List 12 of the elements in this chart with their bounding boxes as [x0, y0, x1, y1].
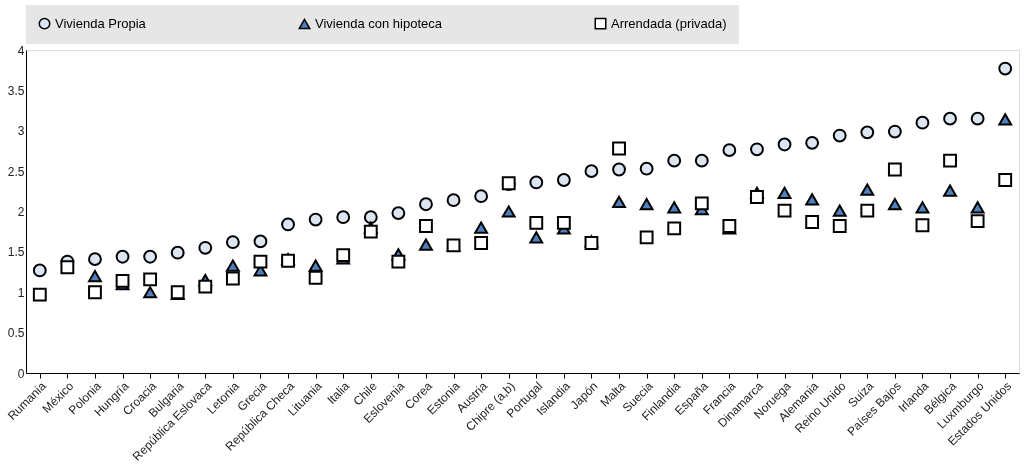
y-tick-label: 3 [17, 124, 25, 139]
y-tick-label: 0.5 [7, 326, 25, 341]
legend-label: Arrendada (privada) [611, 15, 727, 31]
y-tick-label: 4 [17, 43, 25, 58]
y-tick-label: 2.5 [7, 164, 25, 179]
y-tick-label: 3.5 [7, 83, 25, 98]
legend-label: Vivienda con hipoteca [315, 15, 443, 31]
y-tick-label: 1.5 [7, 245, 25, 260]
y-tick-label: 2 [17, 205, 25, 219]
y-tick-label: 0 [17, 366, 25, 381]
legend-label: Vivienda Propia [55, 15, 147, 31]
y-tick-label: 1 [17, 285, 25, 300]
